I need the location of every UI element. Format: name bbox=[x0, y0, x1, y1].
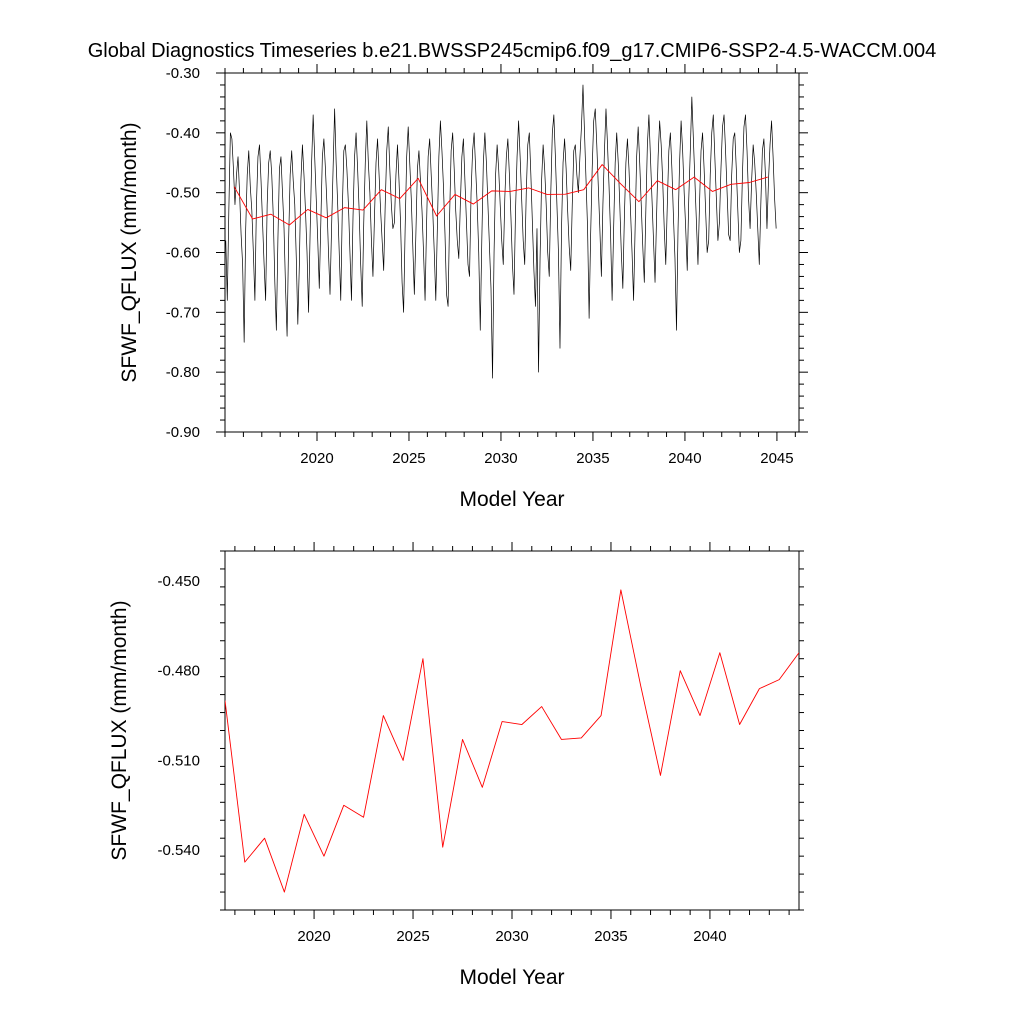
x-tick-label: 2040 bbox=[668, 450, 701, 467]
series-line-annual-mean bbox=[233, 164, 768, 226]
x-axis-title: Model Year bbox=[459, 966, 564, 989]
series-line-monthly bbox=[225, 84, 777, 379]
x-tick-label: 2035 bbox=[594, 928, 627, 945]
x-tick-label: 2025 bbox=[396, 928, 429, 945]
y-tick-label: -0.80 bbox=[166, 364, 200, 381]
y-tick-label: -0.50 bbox=[166, 185, 200, 202]
x-tick-label: 2030 bbox=[484, 450, 517, 467]
y-tick-label: -0.510 bbox=[157, 752, 200, 769]
plot-frame bbox=[224, 550, 800, 911]
x-tick-label: 2020 bbox=[297, 928, 330, 945]
y-tick-label: -0.40 bbox=[166, 125, 200, 142]
y-tick-label: -0.450 bbox=[157, 573, 200, 590]
x-tick-label: 2020 bbox=[300, 450, 333, 467]
series-line-annual-mean bbox=[225, 589, 799, 893]
x-tick-label: 2045 bbox=[760, 450, 793, 467]
x-tick-label: 2040 bbox=[693, 928, 726, 945]
y-tick-label: -0.540 bbox=[157, 842, 200, 859]
figure-title: Global Diagnostics Timeseries b.e21.BWSS… bbox=[88, 40, 937, 62]
y-tick-label: -0.480 bbox=[157, 663, 200, 680]
y-axis-title: SFWF_QFLUX (mm/month) bbox=[108, 600, 131, 860]
y-tick-label: -0.30 bbox=[166, 65, 200, 82]
y-tick-label: -0.90 bbox=[166, 424, 200, 441]
x-tick-label: 2025 bbox=[392, 450, 425, 467]
x-tick-label: 2030 bbox=[495, 928, 528, 945]
chart-top: 2020 2025 2030 2035 2040 2045 -0.90 -0.80 -0.70 -… bbox=[118, 64, 808, 511]
y-axis-title: SFWF_QFLUX (mm/month) bbox=[118, 122, 141, 382]
y-tick-label: -0.60 bbox=[166, 245, 200, 262]
y-tick-label: -0.70 bbox=[166, 304, 200, 321]
x-tick-label: 2035 bbox=[576, 450, 609, 467]
x-axis-title: Model Year bbox=[459, 488, 564, 511]
chart-bottom: 2020 2025 2030 2035 2040 -0.540 -0.510 -0.480 -0… bbox=[108, 542, 804, 989]
